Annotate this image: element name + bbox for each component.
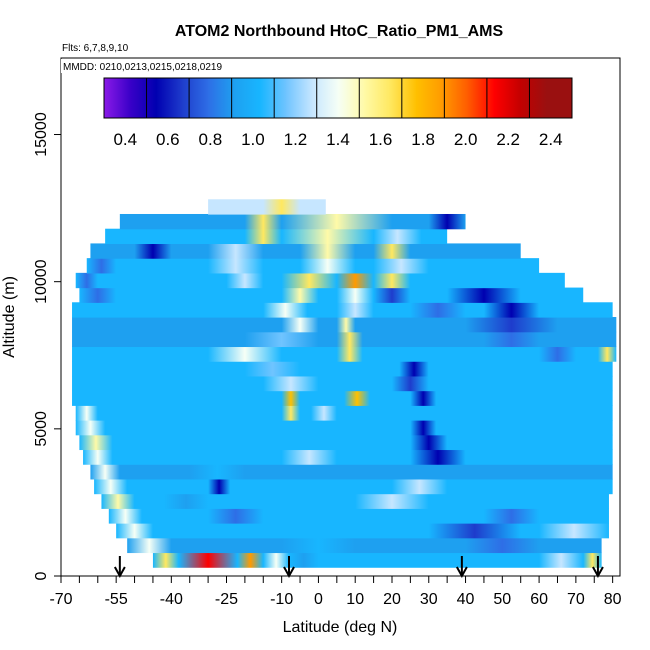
colorbar-swatch [546,78,573,118]
heatmap-band [75,405,613,421]
x-tick-label: -10 [270,591,293,608]
x-tick-label: -25 [215,591,238,608]
x-tick-label: 10 [346,591,364,608]
colorbar-swatch [494,78,521,118]
heatmap-band [75,272,565,289]
colorbar-swatch [338,78,365,118]
colorbar-swatch [286,78,313,118]
chart-title: ATOM2 Northbound HtoC_Ratio_PM1_AMS [175,23,504,40]
x-tick-label: -70 [49,591,72,608]
heatmap-cells [72,199,617,568]
x-tick-label: 40 [457,591,475,608]
colorbar-swatch [364,78,391,118]
x-tick-label: -55 [105,591,128,608]
colorbar-swatch [520,78,547,118]
y-tick-label: 15000 [33,112,50,157]
heatmap-band [72,346,617,362]
heatmap-band [72,375,613,392]
colorbar-tick-label: 1.4 [326,130,350,149]
x-tick-label: 70 [567,591,585,608]
colorbar-swatch [312,78,339,118]
colorbar-tick-label: 2.2 [496,130,520,149]
colorbar-tick-label: 0.6 [156,130,180,149]
x-axis-label: Latitude (deg N) [283,619,398,636]
colorbar-tick-label: 1.2 [284,130,308,149]
colorbar-swatch [182,78,209,118]
heatmap-band [86,258,540,274]
heatmap-band [105,228,448,245]
colorbar-swatch [234,78,261,118]
heatmap-band [152,552,602,568]
y-tick-label: 10000 [33,259,50,304]
plot-frame [60,57,621,577]
heatmap-band [79,287,584,303]
heatmap-band [94,478,613,495]
colorbar-tick-label: 1.8 [411,130,435,149]
colorbar-swatch [260,78,287,118]
x-tick-label: 20 [383,591,401,608]
heatmap-band [101,493,609,509]
colorbar-swatch [416,78,443,118]
heatmap-band [116,523,609,539]
x-tick-label: -40 [160,591,183,608]
heatmap-band [90,243,521,259]
colorbar-swatch [208,78,235,118]
heatmap-band [79,434,613,451]
colorbar-swatch [130,78,157,118]
heatmap-band [72,317,617,333]
y-tick-label: 0 [33,571,50,580]
heatmap-band [75,420,613,436]
heatmap-band [72,361,613,377]
heatmap-band [119,213,466,230]
colorbar-swatch [104,78,131,118]
heatmap-band [108,508,609,524]
colorbar-tick-label: 0.4 [113,130,137,149]
colorbar: 0.4 0.6 0.8 1.0 1.2 1.4 1.6 1.8 2.0 2.2 2.4 [103,77,573,149]
y-axis-label: Altitude (m) [1,276,18,358]
y-axis: 0 5000 10000 15000 [33,112,61,580]
colorbar-tick-label: 1.6 [369,130,393,149]
heatmap-band [83,449,613,465]
colorbar-tick-label: 2.0 [454,130,478,149]
heatmap-band [208,199,326,215]
dates-label: MMDD: 0210,0213,0215,0218,0219 [63,62,222,73]
x-tick-label: 50 [493,591,511,608]
heatmap-band [72,390,613,406]
x-tick-label: 80 [604,591,622,608]
colorbar-swatch [156,78,183,118]
y-tick-label: 5000 [33,411,50,447]
colorbar-tick-label: 0.8 [199,130,223,149]
heatmap-band [90,464,613,480]
flights-label: Flts: 6,7,8,9,10 [62,43,129,54]
x-axis: -70 -55 -40 -25 -10 0 10 20 30 40 50 60 70 80 [49,576,622,608]
x-tick-label: 0 [314,591,323,608]
heatmap-band [72,331,617,348]
colorbar-border [103,77,573,119]
heatmap-band [127,537,602,554]
heatmap-band [72,302,613,318]
legend-background [61,59,257,73]
colorbar-swatch [390,78,417,118]
colorbar-swatch [468,78,495,118]
x-tick-label: 60 [530,591,548,608]
colorbar-tick-label: 1.0 [241,130,265,149]
colorbar-swatch [442,78,469,118]
x-tick-label: 30 [420,591,438,608]
colorbar-tick-label: 2.4 [539,130,563,149]
